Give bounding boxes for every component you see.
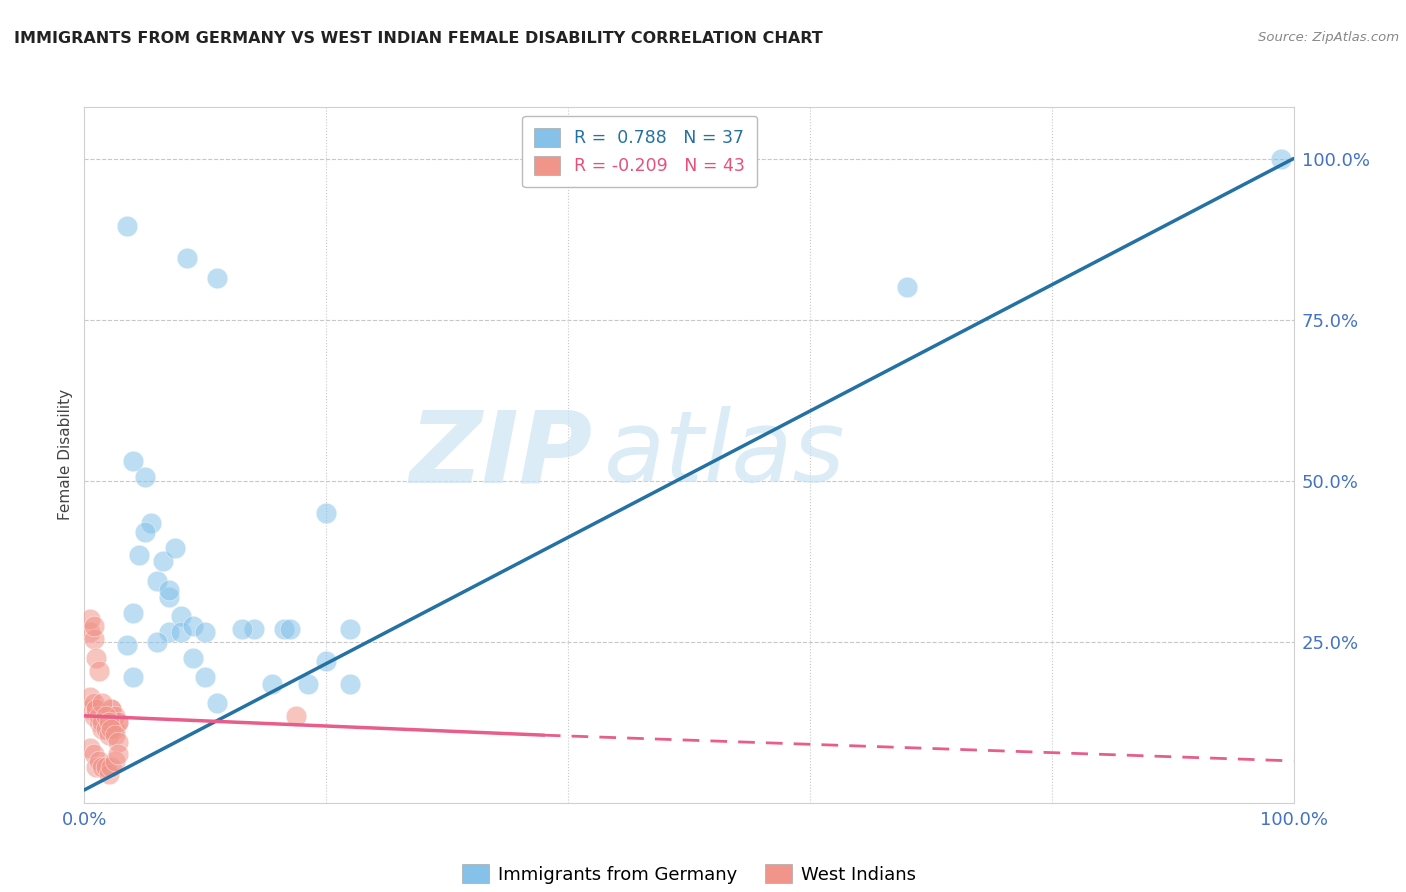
- Point: [91, 696, 114, 710]
- Point: [260, 676, 283, 690]
- Point: [107, 715, 129, 730]
- Point: [207, 270, 229, 285]
- Legend: Immigrants from Germany, West Indians: Immigrants from Germany, West Indians: [456, 857, 922, 891]
- Point: [83, 747, 105, 762]
- Point: [91, 715, 114, 730]
- Point: [100, 702, 122, 716]
- Point: [146, 634, 169, 648]
- Point: [107, 715, 129, 730]
- Point: [315, 654, 337, 668]
- Point: [157, 583, 180, 598]
- Point: [107, 734, 129, 748]
- Point: [339, 676, 361, 690]
- Point: [134, 525, 156, 540]
- Point: [94, 715, 117, 730]
- Point: [242, 622, 264, 636]
- Point: [194, 625, 217, 640]
- Point: [79, 690, 101, 704]
- Point: [181, 651, 204, 665]
- Point: [100, 702, 122, 716]
- Point: [278, 622, 301, 636]
- Point: [128, 548, 150, 562]
- Point: [121, 454, 143, 468]
- Point: [87, 715, 110, 730]
- Point: [94, 722, 117, 736]
- Point: [79, 625, 101, 640]
- Point: [297, 676, 319, 690]
- Point: [83, 632, 105, 646]
- Point: [94, 760, 117, 774]
- Point: [115, 638, 138, 652]
- Text: Source: ZipAtlas.com: Source: ZipAtlas.com: [1258, 31, 1399, 45]
- Point: [87, 708, 110, 723]
- Point: [86, 702, 108, 716]
- Point: [100, 760, 122, 774]
- Point: [194, 670, 217, 684]
- Point: [97, 715, 120, 730]
- Point: [104, 722, 127, 736]
- Point: [285, 708, 308, 723]
- Point: [134, 470, 156, 484]
- Point: [152, 554, 174, 568]
- Point: [86, 760, 108, 774]
- Point: [94, 708, 117, 723]
- Point: [181, 618, 204, 632]
- Point: [97, 708, 120, 723]
- Point: [79, 702, 101, 716]
- Point: [139, 516, 162, 530]
- Point: [157, 625, 180, 640]
- Text: IMMIGRANTS FROM GERMANY VS WEST INDIAN FEMALE DISABILITY CORRELATION CHART: IMMIGRANTS FROM GERMANY VS WEST INDIAN F…: [14, 31, 823, 46]
- Point: [896, 280, 918, 294]
- Point: [83, 696, 105, 710]
- Point: [176, 252, 198, 266]
- Point: [97, 728, 120, 742]
- Point: [100, 722, 122, 736]
- Point: [207, 696, 229, 710]
- Point: [104, 708, 127, 723]
- Point: [165, 541, 187, 556]
- Point: [86, 651, 108, 665]
- Point: [273, 622, 295, 636]
- Point: [107, 747, 129, 762]
- Point: [83, 618, 105, 632]
- Point: [315, 506, 337, 520]
- Point: [104, 754, 127, 768]
- Point: [121, 606, 143, 620]
- Point: [86, 702, 108, 716]
- Point: [91, 722, 114, 736]
- Point: [339, 622, 361, 636]
- Point: [83, 708, 105, 723]
- Point: [1270, 152, 1292, 166]
- Point: [87, 664, 110, 678]
- Text: ZIP: ZIP: [409, 407, 592, 503]
- Point: [97, 766, 120, 781]
- Point: [87, 754, 110, 768]
- Point: [79, 612, 101, 626]
- Point: [121, 670, 143, 684]
- Point: [170, 609, 193, 624]
- Point: [104, 728, 127, 742]
- Point: [91, 760, 114, 774]
- Point: [170, 625, 193, 640]
- Point: [157, 590, 180, 604]
- Point: [79, 741, 101, 756]
- Point: [115, 219, 138, 234]
- Point: [231, 622, 253, 636]
- Text: atlas: atlas: [605, 407, 846, 503]
- Point: [146, 574, 169, 588]
- Y-axis label: Female Disability: Female Disability: [58, 389, 73, 521]
